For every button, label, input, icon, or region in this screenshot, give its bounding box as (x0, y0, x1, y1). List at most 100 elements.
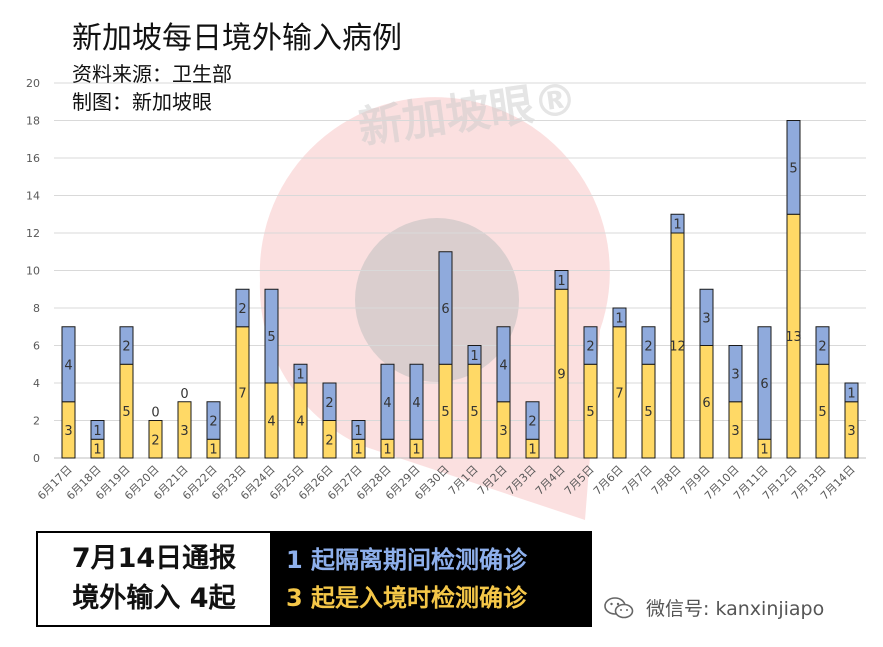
data-label: 4 (267, 415, 275, 430)
data-label: 2 (818, 340, 826, 355)
data-label: 5 (441, 405, 449, 420)
data-label: 4 (499, 358, 507, 373)
y-tick-label: 18 (26, 115, 40, 128)
data-label: 1 (847, 386, 855, 401)
data-label: 5 (644, 405, 652, 420)
data-label: 7 (615, 386, 623, 401)
bar-quarantine-detected (670, 213, 685, 234)
data-label: 5 (818, 405, 826, 420)
data-label: 2 (644, 340, 652, 355)
y-tick-label: 20 (26, 77, 40, 90)
y-axis: 0 2 4 6 8 10 12 14 16 18 20 (26, 77, 40, 465)
wechat-footer: 微信号: kanxinjiapo (604, 594, 824, 621)
y-tick-label: 14 (26, 190, 40, 203)
bar-quarantine-detected (235, 288, 250, 328)
data-label: 1 (354, 443, 362, 458)
bar-quarantine-detected (119, 326, 134, 365)
bar-quarantine-detected (351, 420, 366, 440)
bar-quarantine-detected (728, 345, 743, 403)
bar-border-detected (177, 401, 192, 459)
bar-quarantine-detected (293, 363, 308, 384)
data-label: 0 (180, 387, 188, 402)
y-tick-label: 12 (26, 227, 40, 240)
bar-quarantine-detected (90, 420, 105, 440)
data-label: 6 (702, 396, 710, 411)
bars: 3411522030127245412211141456513412915271… (61, 120, 859, 459)
y-tick-label: 16 (26, 152, 40, 165)
bar-quarantine-detected (583, 326, 598, 365)
x-tick-label: 7月6日 (591, 463, 626, 498)
bar-quarantine-detected (612, 307, 627, 328)
data-label: 1 (93, 424, 101, 439)
data-label: 5 (789, 161, 797, 176)
data-label: 1 (354, 424, 362, 439)
bar-quarantine-detected (699, 288, 714, 346)
bar-quarantine-detected (815, 326, 830, 365)
data-label: 1 (296, 368, 304, 383)
data-label: 1 (557, 274, 565, 289)
data-label: 4 (64, 358, 72, 373)
data-label: 2 (151, 433, 159, 448)
data-label: 2 (122, 340, 130, 355)
data-label: 1 (209, 443, 217, 458)
y-tick-label: 2 (33, 415, 40, 428)
data-label: 4 (412, 396, 420, 411)
data-label: 2 (209, 415, 217, 430)
data-label: 2 (528, 415, 536, 430)
data-label: 5 (267, 330, 275, 345)
report-total-line: 境外输入 4起 (72, 583, 236, 614)
bar-quarantine-detected (264, 288, 279, 384)
bar-quarantine-detected (786, 120, 801, 215)
data-label: 3 (731, 424, 739, 439)
watermark-grey-circle (355, 218, 519, 382)
bar-quarantine-detected (757, 326, 772, 440)
bar-quarantine-detected (525, 401, 540, 440)
data-label: 4 (296, 415, 304, 430)
data-label: 2 (586, 340, 594, 355)
data-label: 12 (669, 340, 686, 355)
data-label: 3 (702, 311, 710, 326)
data-label: 3 (731, 368, 739, 383)
y-tick-label: 10 (26, 265, 40, 278)
y-tick-label: 0 (33, 452, 40, 465)
data-label: 2 (238, 302, 246, 317)
bar-quarantine-detected (380, 363, 395, 440)
x-axis: 6月17日6月18日6月19日6月20日6月21日6月22日6月23日6月24日… (35, 463, 858, 503)
border-detected-line: 3 起是入境时检测确诊 (286, 584, 528, 612)
chart-title: 新加坡每日境外输入病例 (72, 21, 402, 56)
data-label: 0 (151, 406, 159, 421)
data-label: 7 (238, 386, 246, 401)
data-label: 1 (760, 443, 768, 458)
bar-quarantine-detected (844, 382, 859, 403)
x-tick-label: 7月8日 (649, 463, 684, 498)
data-label: 5 (470, 405, 478, 420)
data-label: 1 (673, 218, 681, 233)
bar-quarantine-detected (641, 326, 656, 365)
quarantine-detected-line: 1 起隔离期间检测确诊 (286, 546, 528, 574)
data-label: 6 (760, 377, 768, 392)
data-label: 4 (383, 396, 391, 411)
y-tick-label: 4 (33, 377, 40, 390)
data-label: 1 (93, 443, 101, 458)
report-summary-box: 7月14日通报 境外输入 4起 (36, 531, 272, 627)
data-label: 3 (847, 424, 855, 439)
data-label: 1 (412, 443, 420, 458)
bar-quarantine-detected (322, 382, 337, 421)
wechat-id-label: 微信号: kanxinjiapo (646, 598, 825, 620)
data-label: 9 (557, 368, 565, 383)
data-label: 1 (528, 443, 536, 458)
bar-quarantine-detected (438, 251, 453, 365)
bar-quarantine-detected (467, 345, 482, 365)
data-label: 3 (180, 424, 188, 439)
data-label: 6 (441, 302, 449, 317)
report-breakdown-box: 1 起隔离期间检测确诊 3 起是入境时检测确诊 (272, 531, 592, 627)
report-date-line: 7月14日通报 (71, 543, 237, 574)
data-label: 2 (325, 433, 333, 448)
bar-quarantine-detected (61, 326, 76, 403)
wechat-icon (604, 596, 634, 618)
data-label: 1 (383, 443, 391, 458)
y-tick-label: 8 (33, 302, 40, 315)
bar-quarantine-detected (496, 326, 511, 403)
bar-quarantine-detected (554, 270, 569, 290)
